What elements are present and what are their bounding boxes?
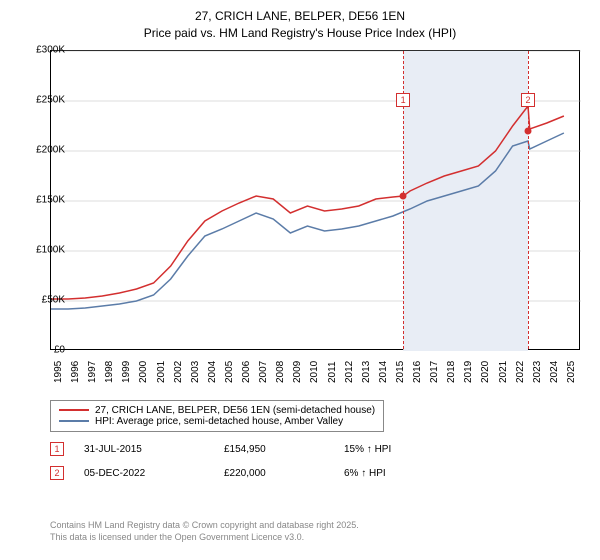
x-tick-label: 2014	[378, 361, 389, 383]
x-tick-label: 2002	[173, 361, 184, 383]
chart-title: 27, CRICH LANE, BELPER, DE56 1EN Price p…	[0, 0, 600, 42]
x-tick-label: 2010	[309, 361, 320, 383]
y-tick-label: £250K	[36, 95, 65, 106]
x-tick-label: 2021	[498, 361, 509, 383]
x-tick-label: 1998	[104, 361, 115, 383]
x-tick-label: 2020	[480, 361, 491, 383]
sale-row-marker: 2	[50, 466, 64, 480]
x-tick-label: 2015	[395, 361, 406, 383]
sale-date: 05-DEC-2022	[84, 468, 224, 479]
sale-price: £220,000	[224, 468, 344, 479]
x-tick-label: 2000	[138, 361, 149, 383]
x-tick-label: 2018	[446, 361, 457, 383]
x-tick-label: 2003	[190, 361, 201, 383]
legend-label-property: 27, CRICH LANE, BELPER, DE56 1EN (semi-d…	[95, 405, 375, 416]
sale-data-row: 2 05-DEC-2022£220,0006% ↑ HPI	[50, 466, 580, 480]
x-tick-label: 2008	[275, 361, 286, 383]
x-tick-label: 1995	[53, 361, 64, 383]
x-tick-label: 2016	[412, 361, 423, 383]
y-tick-label: £200K	[36, 145, 65, 156]
chart-container: 27, CRICH LANE, BELPER, DE56 1EN Price p…	[0, 0, 600, 560]
x-tick-label: 2022	[515, 361, 526, 383]
x-tick-label: 2009	[292, 361, 303, 383]
x-tick-label: 1999	[121, 361, 132, 383]
sale-price: £154,950	[224, 444, 344, 455]
sale-row-marker: 1	[50, 442, 64, 456]
chart-svg	[51, 51, 579, 349]
y-tick-label: £50K	[42, 295, 65, 306]
x-tick-label: 2017	[429, 361, 440, 383]
y-tick-label: £0	[54, 345, 65, 356]
footer-line-1: Contains HM Land Registry data © Crown c…	[50, 520, 359, 532]
x-tick-label: 2024	[549, 361, 560, 383]
sale-dot	[400, 193, 407, 200]
title-line-2: Price paid vs. HM Land Registry's House …	[0, 25, 600, 42]
x-tick-label: 1996	[70, 361, 81, 383]
sale-marker-box: 2	[521, 93, 535, 107]
footer-text: Contains HM Land Registry data © Crown c…	[50, 520, 359, 543]
sale-delta: 6% ↑ HPI	[344, 468, 386, 479]
y-tick-label: £100K	[36, 245, 65, 256]
legend-label-hpi: HPI: Average price, semi-detached house,…	[95, 416, 343, 427]
x-tick-label: 2013	[361, 361, 372, 383]
legend-area: 27, CRICH LANE, BELPER, DE56 1EN (semi-d…	[50, 400, 580, 480]
sale-dot	[525, 128, 532, 135]
sale-data-row: 1 31-JUL-2015£154,95015% ↑ HPI	[50, 442, 580, 456]
x-tick-label: 2004	[207, 361, 218, 383]
x-tick-label: 2006	[241, 361, 252, 383]
legend-item-property: 27, CRICH LANE, BELPER, DE56 1EN (semi-d…	[59, 405, 375, 416]
x-tick-label: 2012	[344, 361, 355, 383]
x-tick-label: 2023	[532, 361, 543, 383]
sale-marker-box: 1	[396, 93, 410, 107]
y-tick-label: £300K	[36, 45, 65, 56]
title-line-1: 27, CRICH LANE, BELPER, DE56 1EN	[0, 8, 600, 25]
x-tick-label: 2011	[327, 361, 338, 383]
plot-area: 12	[50, 50, 580, 350]
sale-date: 31-JUL-2015	[84, 444, 224, 455]
y-tick-label: £150K	[36, 195, 65, 206]
legend-box: 27, CRICH LANE, BELPER, DE56 1EN (semi-d…	[50, 400, 384, 432]
footer-line-2: This data is licensed under the Open Gov…	[50, 532, 359, 544]
x-tick-label: 2007	[258, 361, 269, 383]
legend-item-hpi: HPI: Average price, semi-detached house,…	[59, 416, 375, 427]
x-tick-label: 1997	[87, 361, 98, 383]
x-tick-label: 2005	[224, 361, 235, 383]
x-tick-label: 2025	[566, 361, 577, 383]
x-tick-label: 2001	[156, 361, 167, 383]
x-tick-label: 2019	[463, 361, 474, 383]
sale-delta: 15% ↑ HPI	[344, 444, 391, 455]
